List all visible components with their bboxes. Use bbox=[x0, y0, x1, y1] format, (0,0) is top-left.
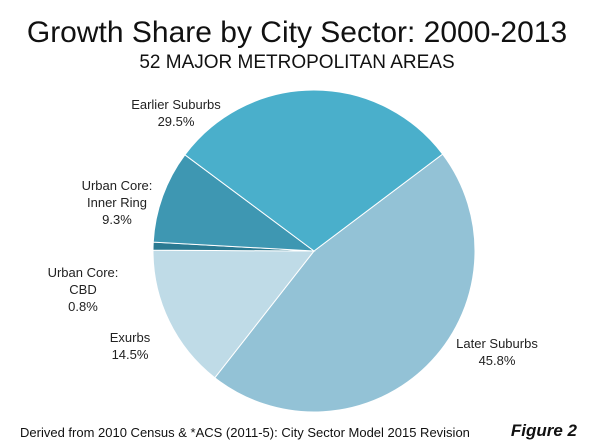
pie-slice-4 bbox=[184, 89, 444, 252]
figure-label: Figure 2 bbox=[511, 421, 578, 440]
chart-title: Growth Share by City Sector: 2000-2013 bbox=[27, 16, 567, 49]
pie-slice-0 bbox=[214, 153, 476, 413]
footnote: Derived from 2010 Census & *ACS (2011-5)… bbox=[20, 425, 470, 440]
slice-label-3: Urban Core: Inner Ring 9.3% bbox=[82, 178, 153, 227]
slice-labels: Later Suburbs 45.8% Exurbs 14.5% Urban Core:… bbox=[48, 97, 539, 368]
slice-label-1: Exurbs 14.5% bbox=[110, 330, 151, 362]
slice-label-2: Urban Core: CBD 0.8% bbox=[48, 265, 119, 314]
pie-slice-3 bbox=[152, 154, 316, 252]
pie-slice-1 bbox=[152, 249, 316, 379]
slice-label-4: Earlier Suburbs 29.5% bbox=[131, 97, 221, 129]
slice-label-0: Later Suburbs 45.8% bbox=[456, 336, 538, 368]
chart-subtitle: 52 MAJOR METROPOLITAN AREAS bbox=[139, 52, 454, 73]
pie-slices bbox=[152, 89, 476, 413]
